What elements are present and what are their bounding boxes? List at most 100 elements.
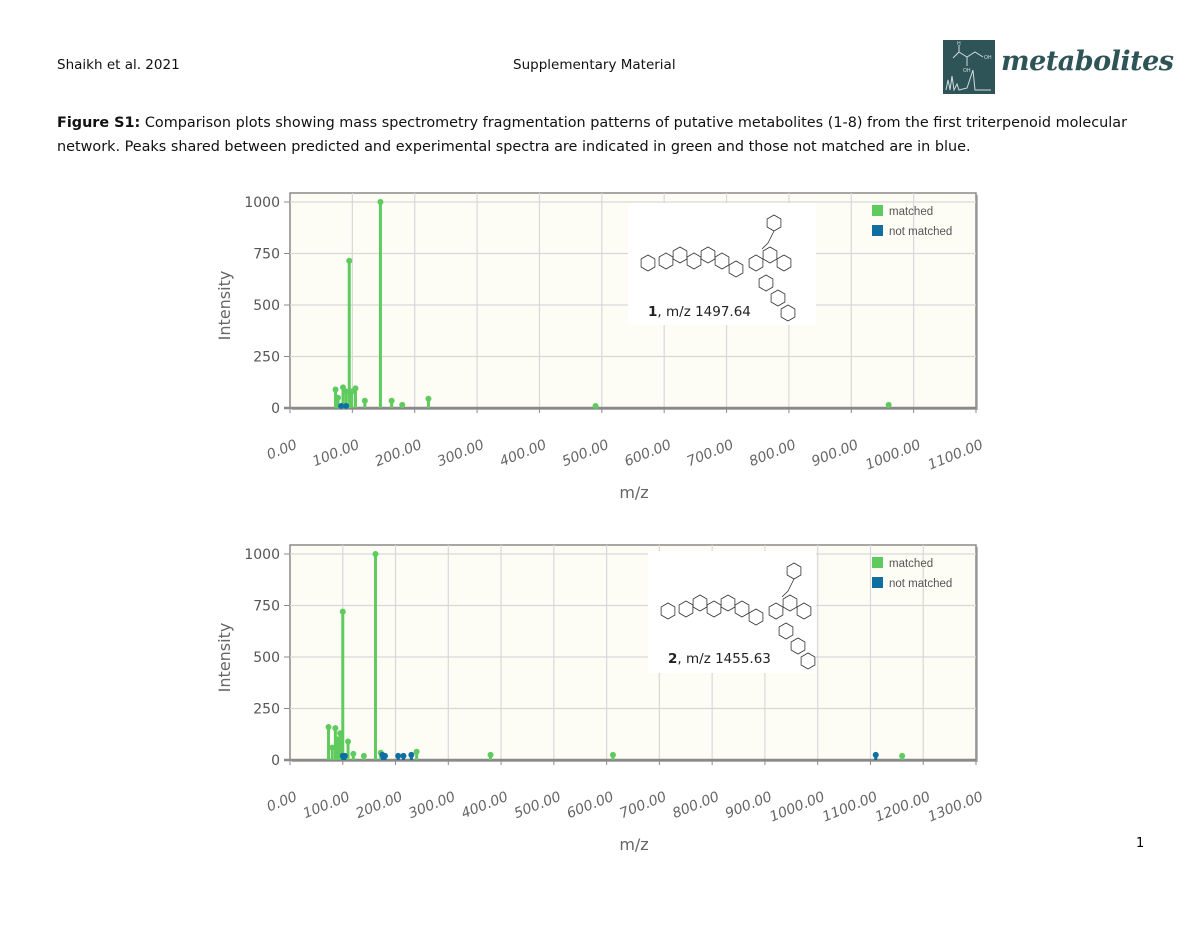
peak-marker: [400, 752, 407, 759]
peak-marker: [360, 752, 367, 759]
y-tick-label: 250: [253, 702, 280, 718]
x-tick-label: 600.00: [622, 437, 673, 470]
x-tick-label: 0.00: [265, 437, 300, 464]
molecule-logo-icon: OH OH H: [943, 40, 995, 94]
legend-swatch-not-matched: [872, 225, 883, 236]
peak-marker: [872, 751, 879, 758]
figure-caption: Figure S1: Comparison plots showing mass…: [57, 111, 1147, 159]
x-tick-label: 1100.00: [926, 437, 986, 474]
peak-marker: [346, 257, 353, 264]
journal-logo: OH OH H metabolites: [943, 40, 1174, 94]
x-tick-label: 500.00: [512, 789, 563, 822]
header-section-title: Supplementary Material: [513, 57, 676, 73]
legend-label: matched: [889, 206, 933, 218]
peak-marker: [335, 394, 342, 401]
peak-marker: [899, 752, 906, 759]
journal-name: metabolites: [1001, 46, 1174, 77]
structure-image-2: [648, 551, 816, 673]
peak-marker: [885, 401, 892, 408]
peak-marker: [408, 751, 415, 758]
legend-swatch-matched: [872, 557, 883, 568]
peak-marker: [332, 386, 339, 393]
y-axis-label: Intensity: [215, 623, 234, 693]
x-tick-label: 1300.00: [926, 789, 986, 826]
y-tick-label: 750: [253, 599, 280, 615]
x-tick-label: 500.00: [560, 437, 611, 470]
chart-1-svg: 0.00 100.00 200.00 300.00 400.00 500.00 600.00…: [215, 192, 986, 502]
peak-marker: [399, 401, 406, 408]
x-tick-label: 800.00: [670, 789, 721, 822]
peak-marker: [425, 395, 432, 402]
y-tick-label: 500: [253, 298, 280, 314]
peak-marker: [343, 388, 350, 395]
y-tick-label: 1000: [244, 547, 280, 563]
spectrum-chart-2: 0.00 100.00 200.00 300.00 400.00 500.00 600.00…: [200, 537, 1000, 857]
x-tick-label: 0.00: [265, 789, 300, 816]
x-tick-label: 100.00: [301, 789, 352, 822]
svg-text:H: H: [957, 41, 961, 47]
x-tick-label: 300.00: [435, 437, 486, 470]
y-tick-label: 500: [253, 650, 280, 666]
page-number: 1: [1136, 836, 1145, 851]
x-tick-label: 400.00: [459, 789, 510, 822]
figure-label: Figure S1:: [57, 115, 141, 131]
x-tick-label: 300.00: [406, 789, 457, 822]
peak-marker: [395, 752, 402, 759]
x-tick-label: 800.00: [747, 437, 798, 470]
x-tick-label: 200.00: [354, 789, 405, 822]
caption-text: Comparison plots showing mass spectromet…: [57, 115, 1128, 155]
x-axis-label: m/z: [619, 835, 648, 854]
y-tick-label: 0: [271, 401, 280, 417]
x-tick-label: 700.00: [617, 789, 668, 822]
peak-marker: [329, 744, 336, 751]
compound-label-2: 2, m/z 1455.63: [668, 651, 771, 667]
legend-label: matched: [889, 558, 933, 570]
peak-marker: [413, 748, 420, 755]
x-tick-label: 900.00: [809, 437, 860, 470]
y-tick-label: 750: [253, 247, 280, 263]
x-tick-label: 1000.00: [863, 437, 923, 474]
peak-marker: [338, 402, 345, 409]
legend-swatch-matched: [872, 205, 883, 216]
peak-marker: [487, 751, 494, 758]
legend-label: not matched: [889, 578, 952, 590]
y-tick-label: 0: [271, 753, 280, 769]
structure-image-1: [628, 203, 816, 325]
svg-text:OH: OH: [984, 55, 992, 61]
spectrum-chart-1: 0.00 100.00 200.00 300.00 400.00 500.00 600.00…: [200, 185, 1000, 505]
peak-marker: [341, 752, 348, 759]
peak-marker: [372, 551, 379, 557]
header-author: Shaikh et al. 2021: [57, 57, 180, 73]
compound-label-1: 1, m/z 1497.64: [648, 304, 751, 320]
peak-marker: [381, 752, 388, 759]
peak-marker: [325, 724, 332, 731]
x-tick-label: 100.00: [310, 437, 361, 470]
peak-marker: [340, 384, 347, 391]
peak-marker: [609, 751, 616, 758]
x-tick-label: 1100.00: [820, 789, 880, 826]
x-tick-label: 700.00: [685, 437, 736, 470]
peak-marker: [352, 385, 359, 392]
peak-marker: [592, 402, 599, 409]
x-tick-label: 900.00: [723, 789, 774, 822]
y-axis-label: Intensity: [215, 271, 234, 341]
molecule-structure-icon: [640, 214, 796, 322]
peak-marker: [343, 402, 350, 409]
y-tick-label: 1000: [244, 195, 280, 211]
peak-marker: [377, 199, 384, 205]
x-tick-label: 1000.00: [768, 789, 828, 826]
x-tick-label: 200.00: [373, 437, 424, 470]
peak-marker: [339, 608, 346, 615]
legend-label: not matched: [889, 226, 952, 238]
x-axis-label: m/z: [619, 483, 648, 502]
peak-marker: [332, 725, 339, 732]
x-tick-label: 400.00: [498, 437, 549, 470]
y-tick-label: 250: [253, 350, 280, 366]
chart-2-svg: 0.00 100.00 200.00 300.00 400.00 500.00 600.00…: [215, 544, 986, 854]
peak-marker: [345, 738, 352, 745]
plot-area: [289, 544, 977, 761]
legend-swatch-not-matched: [872, 577, 883, 588]
x-tick-label: 1200.00: [873, 789, 933, 826]
peak-marker: [388, 397, 395, 404]
peak-marker: [361, 397, 368, 404]
